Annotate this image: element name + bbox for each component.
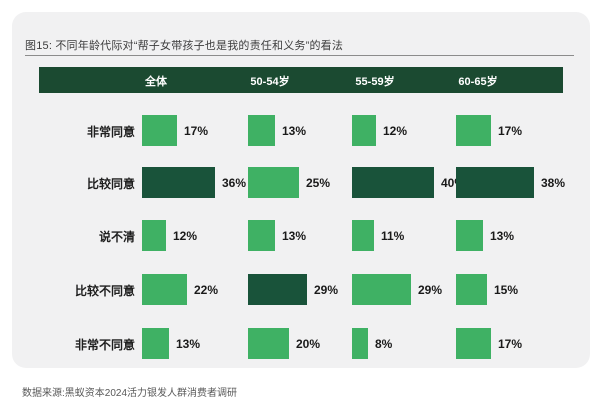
bar-value-label: 8%: [375, 337, 393, 351]
bar: [456, 115, 491, 146]
bar-value-label: 36%: [222, 176, 247, 190]
bar-value-label: 17%: [184, 124, 209, 138]
bar-value-label: 13%: [490, 229, 515, 243]
column-header-band: 全体 50-54岁 55-59岁 60-65岁: [39, 67, 563, 93]
bar: [248, 167, 299, 198]
column-header-55-59: 55-59岁: [355, 76, 395, 88]
row-label: 非常不同意: [74, 338, 135, 352]
bar-value-label: 17%: [498, 337, 523, 351]
bar: [352, 220, 374, 251]
bar: [352, 328, 368, 359]
bar: [352, 115, 376, 146]
row-label: 非常同意: [86, 125, 135, 139]
bar: [248, 274, 307, 305]
row-label: 说不清: [98, 230, 135, 244]
bar: [248, 220, 275, 251]
title-divider: [25, 55, 574, 56]
bar: [142, 328, 169, 359]
bar: [248, 328, 289, 359]
column-header-total: 全体: [145, 76, 167, 88]
bar: [456, 220, 483, 251]
column-header-60-65: 60-65岁: [458, 76, 498, 88]
row-label: 比较同意: [86, 177, 135, 191]
data-source: 数据来源:黑蚁资本2024活力银发人群消费者调研: [22, 388, 238, 399]
bar-value-label: 11%: [381, 229, 405, 243]
bar-value-label: 12%: [383, 124, 408, 138]
bar-value-label: 25%: [306, 176, 331, 190]
bar-value-label: 12%: [173, 229, 198, 243]
bar-value-label: 13%: [282, 229, 307, 243]
bar: [142, 274, 187, 305]
row-label: 比较不同意: [74, 284, 135, 298]
chart-title: 图15: 不同年龄代际对“帮子女带孩子也是我的责任和义务”的看法: [25, 40, 344, 52]
bar-value-label: 22%: [194, 283, 219, 297]
bar: [352, 274, 411, 305]
bar: [456, 167, 534, 198]
bar: [142, 115, 177, 146]
bar-value-label: 20%: [296, 337, 321, 351]
bar-value-label: 15%: [494, 283, 519, 297]
bar-value-label: 29%: [314, 283, 339, 297]
bar: [248, 115, 275, 146]
bar: [456, 328, 491, 359]
bar-value-label: 13%: [282, 124, 307, 138]
bar: [456, 274, 487, 305]
bar: [142, 220, 166, 251]
column-header-50-54: 50-54岁: [250, 76, 290, 88]
bar: [142, 167, 215, 198]
bar-value-label: 38%: [541, 176, 566, 190]
bar-value-label: 13%: [176, 337, 201, 351]
chart-card: 图15: 不同年龄代际对“帮子女带孩子也是我的责任和义务”的看法 全体 50-5…: [12, 12, 590, 368]
bar: [352, 167, 434, 198]
bar-grid: 非常同意 17% 13% 12% 17% 比较同意 36% 25% 40% 38% 说不清 12% 13…: [12, 12, 590, 368]
bar-value-label: 17%: [498, 124, 523, 138]
bar-value-label: 29%: [418, 283, 443, 297]
